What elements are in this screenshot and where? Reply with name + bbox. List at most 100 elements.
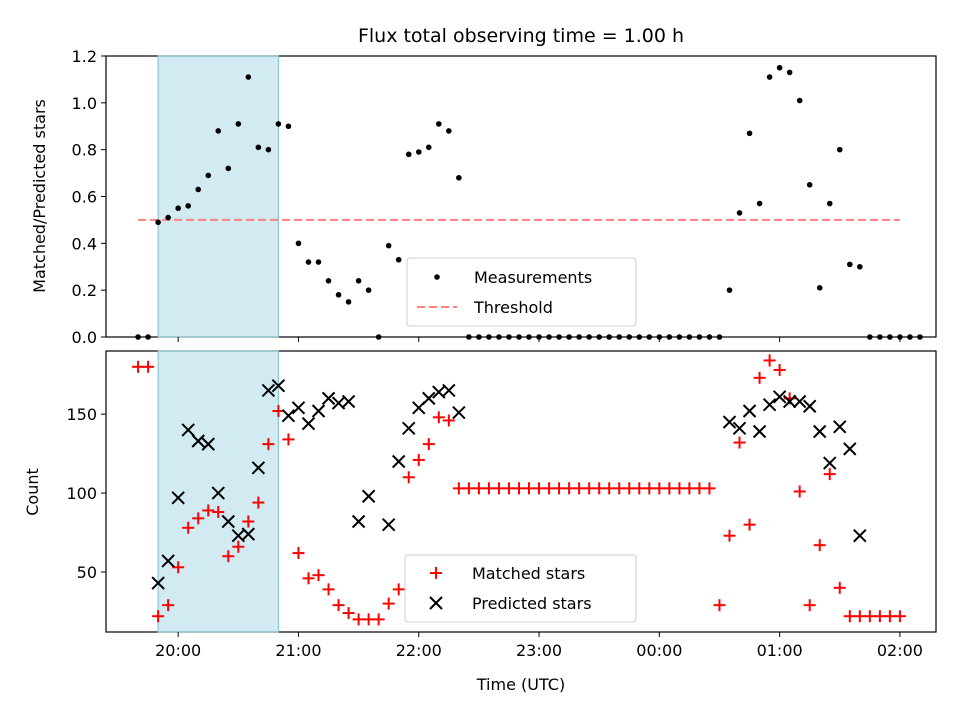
predicted-star-point bbox=[813, 424, 827, 439]
legend-measurements-label: Measurements bbox=[474, 268, 592, 287]
predicted-star-point bbox=[291, 401, 306, 415]
matched-star-point bbox=[573, 482, 586, 495]
predicted-star-point bbox=[271, 379, 286, 393]
matched-star-point bbox=[362, 613, 375, 626]
legend-predicted-label: Predicted stars bbox=[472, 594, 592, 613]
measurement-point bbox=[836, 146, 843, 153]
measurement-point bbox=[255, 144, 262, 151]
measurement-point bbox=[315, 259, 322, 265]
matched-star-point bbox=[252, 496, 265, 509]
predicted-star-point bbox=[843, 442, 857, 456]
matched-star-point bbox=[803, 599, 816, 612]
predicted-star-point bbox=[311, 404, 326, 418]
measurement-point bbox=[786, 69, 793, 76]
count-y-tick-label: 100 bbox=[66, 484, 97, 503]
predicted-star-point bbox=[191, 434, 205, 448]
matched-star-point bbox=[432, 411, 445, 424]
measurement-point bbox=[415, 149, 422, 155]
matched-star-point bbox=[623, 482, 636, 495]
matched-star-point bbox=[332, 599, 345, 612]
matched-star-point bbox=[132, 360, 145, 373]
measurement-point bbox=[205, 172, 212, 179]
matched-star-point bbox=[482, 482, 495, 495]
matched-star-point bbox=[152, 610, 165, 623]
matched-star-point bbox=[883, 610, 896, 623]
predicted-star-point bbox=[351, 514, 366, 529]
matched-star-point bbox=[422, 438, 435, 451]
measurement-point bbox=[686, 334, 693, 340]
predicted-star-point bbox=[442, 383, 456, 398]
predicted-star-point bbox=[853, 528, 867, 543]
matched-star-point bbox=[643, 482, 656, 495]
count-panel: 50 100 150 20:00 21:00 22:00 23:00 00:00 01:00 02… bbox=[23, 350, 937, 694]
ratio-y-tick-label: 0.2 bbox=[72, 281, 97, 300]
measurement-point bbox=[225, 165, 232, 172]
matched-star-point bbox=[713, 599, 726, 612]
x-tick-label: 20:00 bbox=[155, 641, 201, 660]
measurement-point bbox=[405, 151, 412, 158]
measurement-point bbox=[776, 64, 783, 71]
measurement-point bbox=[846, 261, 853, 268]
measurement-point bbox=[285, 123, 292, 130]
measurement-point bbox=[877, 334, 883, 340]
predicted-star-point bbox=[802, 399, 817, 413]
matched-star-point bbox=[663, 482, 676, 495]
measurement-point bbox=[586, 334, 592, 340]
predicted-star-point bbox=[381, 517, 396, 532]
measurement-point bbox=[466, 334, 472, 340]
measurement-point bbox=[606, 334, 613, 340]
matched-star-point bbox=[342, 607, 355, 620]
ratio-y-tick-label: 1.2 bbox=[72, 47, 97, 66]
measurement-point bbox=[305, 259, 312, 265]
predicted-star-point bbox=[361, 489, 376, 503]
matched-star-point bbox=[452, 482, 465, 495]
legend-measurement-marker bbox=[434, 274, 440, 280]
measurement-point bbox=[325, 278, 332, 284]
measurement-point bbox=[746, 130, 753, 137]
ratio-y-tick-label: 0.8 bbox=[72, 141, 97, 160]
x-tick-label: 21:00 bbox=[275, 641, 321, 660]
predicted-star-point bbox=[341, 394, 356, 409]
measurement-point bbox=[446, 128, 452, 134]
measurement-point bbox=[716, 334, 723, 340]
measurement-point bbox=[917, 334, 923, 340]
ratio-y-tick-label: 0.0 bbox=[72, 328, 97, 347]
matched-star-point bbox=[863, 610, 876, 623]
predicted-star-point bbox=[422, 391, 436, 406]
matched-star-point bbox=[292, 547, 305, 560]
measurement-point bbox=[385, 242, 392, 249]
matched-star-point bbox=[893, 610, 906, 623]
matched-star-point bbox=[282, 433, 295, 446]
predicted-star-point bbox=[452, 405, 466, 420]
matched-star-point bbox=[242, 515, 255, 528]
count-y-tick-label: 50 bbox=[77, 563, 97, 582]
chart-title: Flux total observing time = 1.00 h bbox=[358, 25, 684, 47]
predicted-star-point bbox=[171, 491, 185, 505]
measurement-point bbox=[536, 334, 542, 340]
measurement-point bbox=[135, 334, 141, 340]
predicted-star-point bbox=[241, 527, 256, 541]
measurement-point bbox=[516, 334, 522, 340]
matched-star-point bbox=[593, 482, 606, 495]
measurement-point bbox=[215, 128, 222, 134]
predicted-star-point bbox=[211, 486, 225, 500]
predicted-star-point bbox=[752, 424, 767, 439]
measurement-point bbox=[526, 334, 532, 340]
matched-star-point bbox=[262, 438, 275, 451]
predicted-star-point bbox=[151, 576, 165, 590]
matched-star-point bbox=[322, 583, 335, 596]
predicted-star-point bbox=[281, 409, 296, 423]
matched-star-point bbox=[823, 468, 836, 481]
x-tick-label: 01:00 bbox=[757, 641, 803, 660]
matched-star-point bbox=[763, 354, 776, 367]
matched-star-point bbox=[412, 453, 425, 466]
matched-star-point bbox=[162, 599, 175, 612]
predicted-star-point bbox=[762, 397, 777, 412]
measurement-point bbox=[486, 334, 492, 340]
matched-star-point bbox=[512, 482, 525, 495]
predicted-star-point bbox=[772, 390, 787, 404]
measurement-point bbox=[907, 334, 913, 340]
measurement-point bbox=[275, 121, 282, 127]
predicted-star-point bbox=[833, 420, 847, 434]
legend-matched-marker bbox=[430, 567, 442, 579]
